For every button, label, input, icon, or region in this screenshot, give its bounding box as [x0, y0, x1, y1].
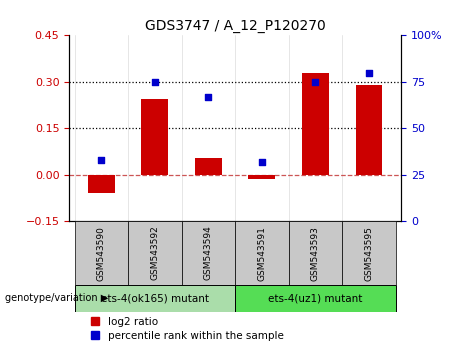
Text: genotype/variation ▶: genotype/variation ▶: [5, 293, 108, 303]
Text: ets-4(ok165) mutant: ets-4(ok165) mutant: [101, 293, 209, 303]
Text: GSM543590: GSM543590: [97, 225, 106, 281]
Point: [205, 94, 212, 99]
Bar: [182, 221, 235, 285]
Text: ets-4(uz1) mutant: ets-4(uz1) mutant: [268, 293, 363, 303]
Text: GSM543595: GSM543595: [365, 225, 373, 281]
Text: GSM543594: GSM543594: [204, 226, 213, 280]
Bar: [88, 175, 115, 193]
Point: [312, 79, 319, 85]
Bar: [128, 221, 182, 285]
Point: [365, 70, 372, 75]
Bar: [195, 158, 222, 175]
Text: GSM543592: GSM543592: [150, 226, 160, 280]
Bar: [342, 221, 396, 285]
Title: GDS3747 / A_12_P120270: GDS3747 / A_12_P120270: [145, 19, 325, 33]
Bar: [235, 285, 396, 312]
Bar: [302, 73, 329, 175]
Point: [98, 157, 105, 163]
Bar: [248, 175, 275, 179]
Text: GSM543591: GSM543591: [257, 225, 266, 281]
Point: [151, 79, 159, 85]
Bar: [75, 285, 235, 312]
Bar: [289, 221, 342, 285]
Bar: [235, 221, 289, 285]
Text: GSM543593: GSM543593: [311, 225, 320, 281]
Legend: log2 ratio, percentile rank within the sample: log2 ratio, percentile rank within the s…: [91, 317, 284, 341]
Bar: [142, 99, 168, 175]
Bar: [355, 85, 382, 175]
Bar: [75, 221, 128, 285]
Point: [258, 159, 266, 165]
